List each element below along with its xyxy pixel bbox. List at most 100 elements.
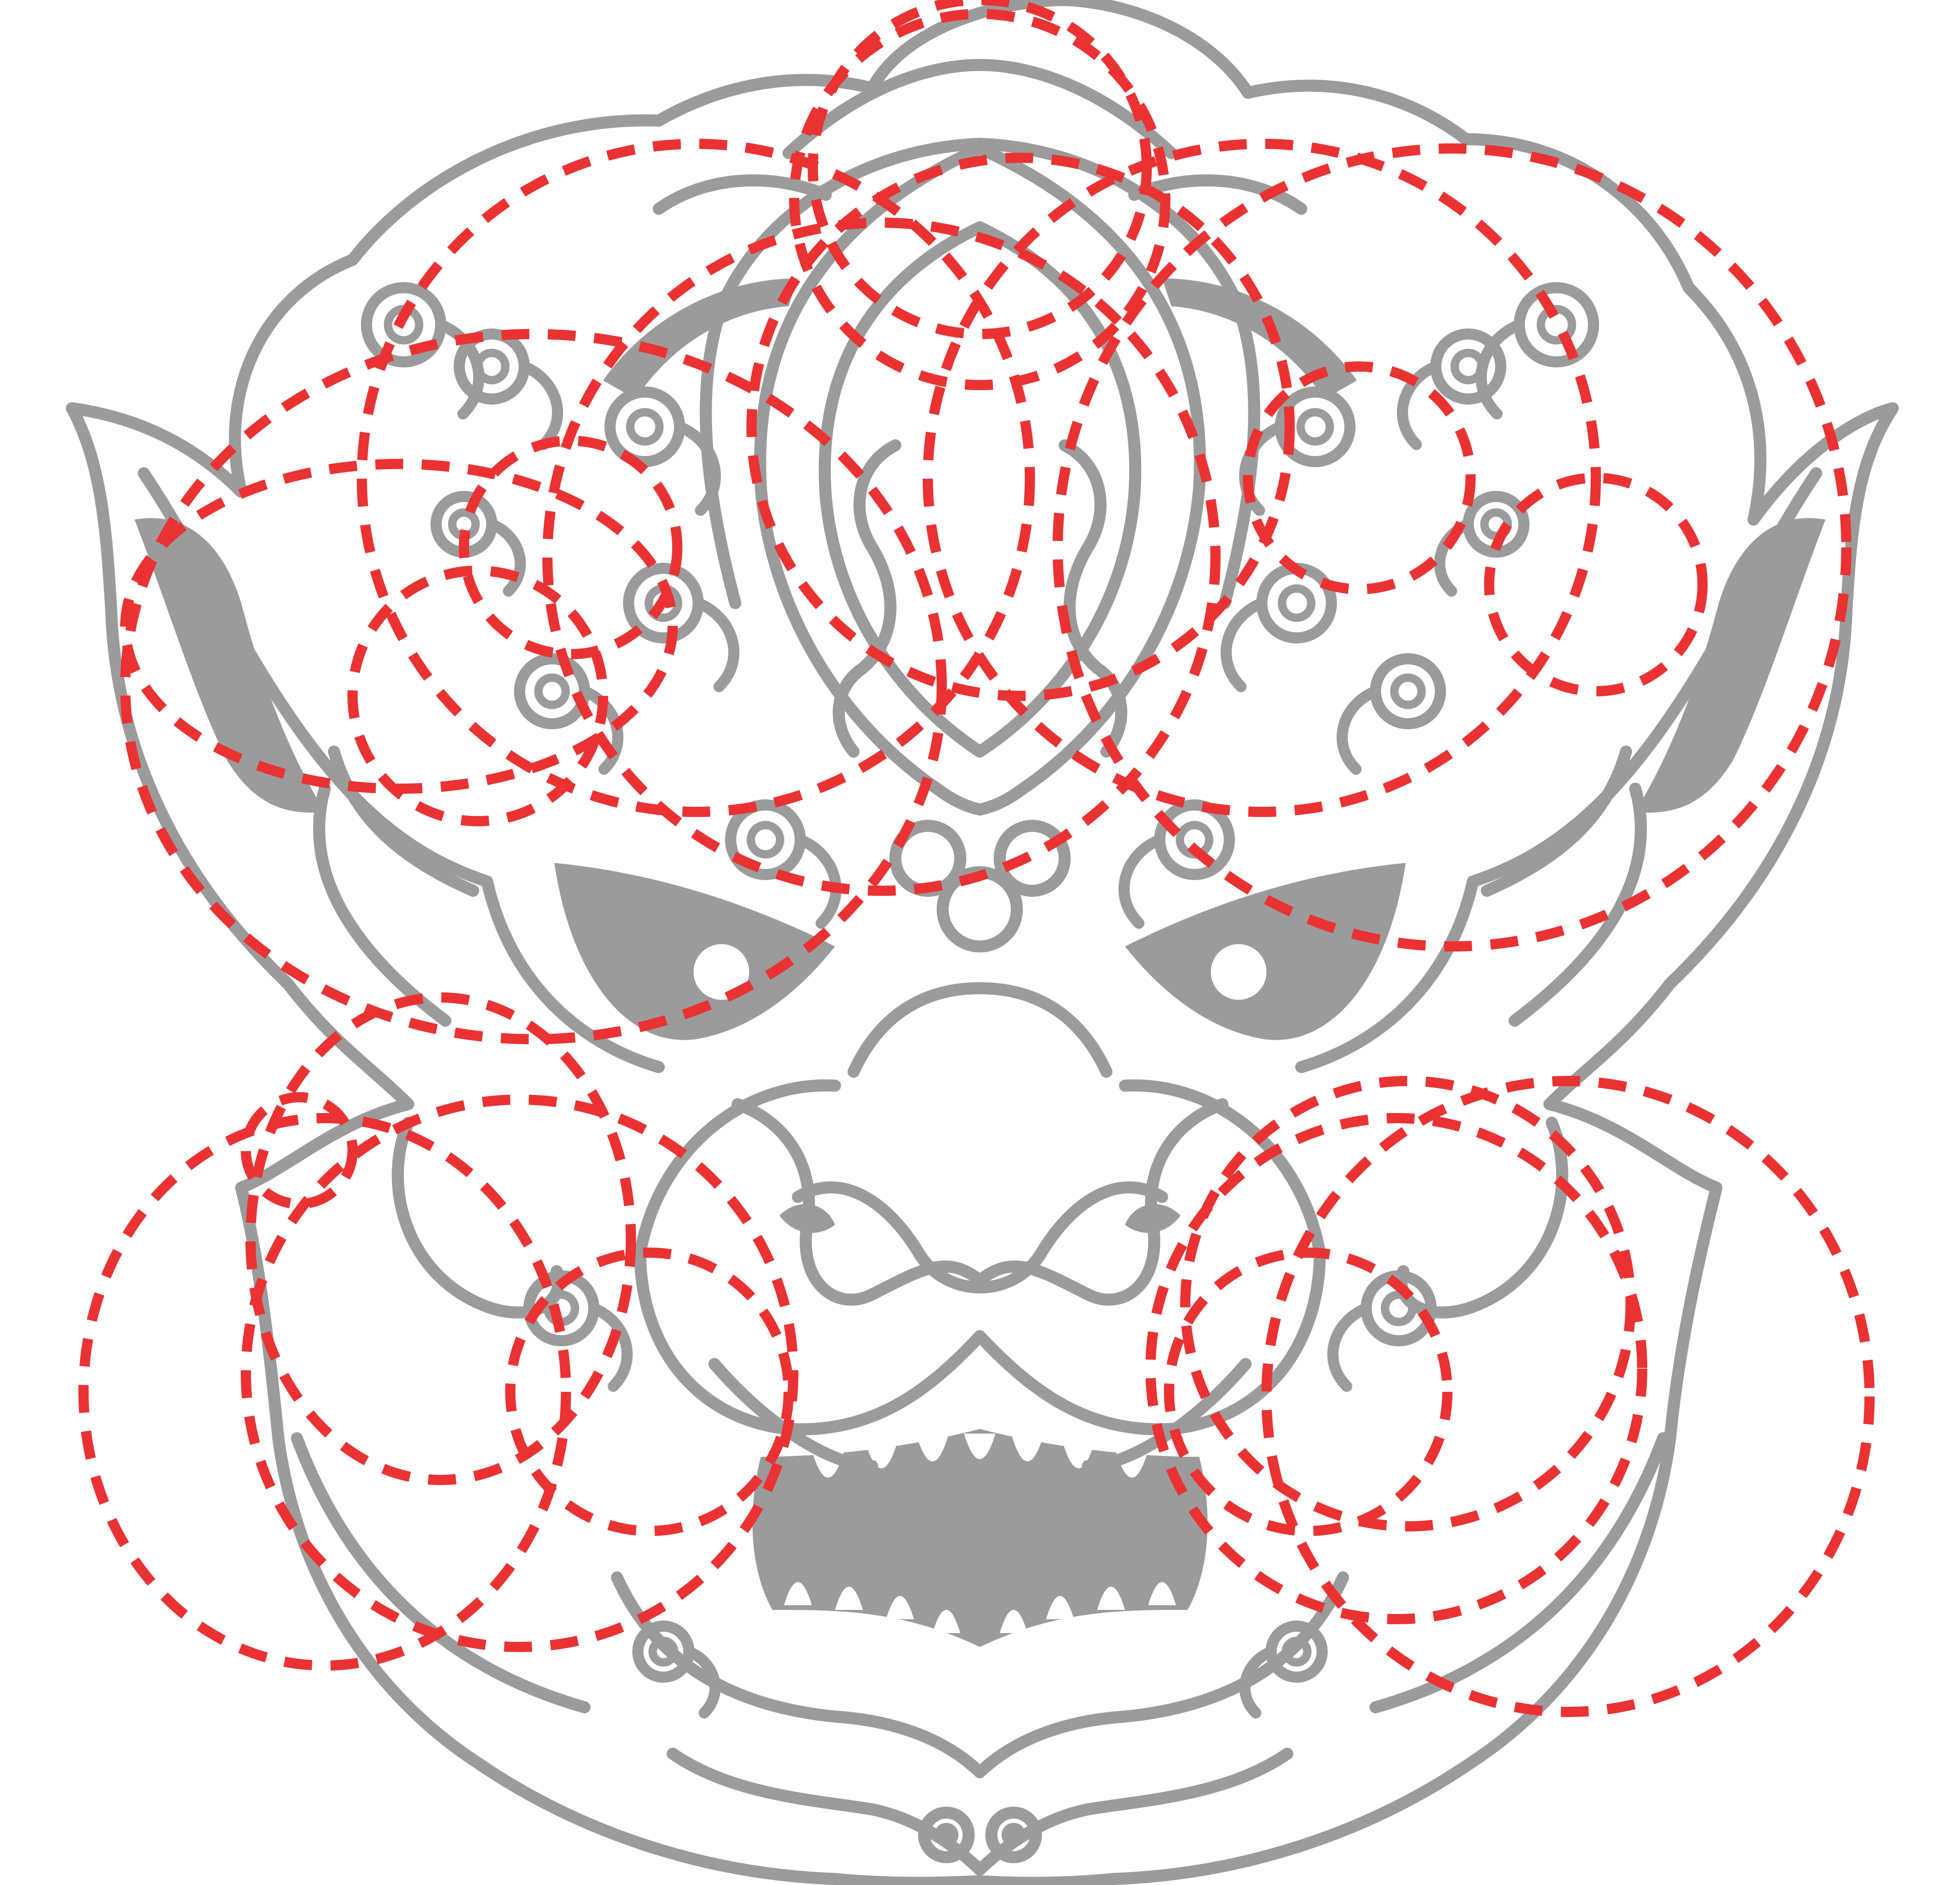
- whisker-left-2: [328, 746, 479, 897]
- spiral-ring: [514, 653, 590, 729]
- upper-lip: [634, 1247, 1326, 1435]
- spiral-ring: [1370, 653, 1446, 729]
- tooth: [1012, 1436, 1043, 1461]
- spiral-ring: [454, 328, 530, 405]
- jaw-side-left: [291, 1432, 591, 1713]
- guide-circle: [241, 1094, 798, 1652]
- guide-circle: [245, 992, 636, 1485]
- forehead-inner: [818, 221, 1142, 758]
- spiral-tail: [1397, 361, 1441, 450]
- spiral-core: [746, 821, 784, 859]
- spiral-tail: [519, 361, 563, 450]
- guide-circle: [1484, 473, 1708, 696]
- spiral-core: [1450, 348, 1486, 385]
- tooth: [784, 1582, 812, 1605]
- chin-ring-left: [918, 1807, 975, 1863]
- lower-jaw: [611, 1571, 1349, 1778]
- crest-middle-left: [700, 296, 741, 609]
- spiral-tail: [795, 834, 842, 929]
- tooth: [1148, 1582, 1176, 1605]
- forehead-outer: [754, 142, 1206, 816]
- tooth: [1000, 1610, 1028, 1633]
- guide-circle: [746, 153, 1295, 701]
- tooth: [835, 1587, 863, 1610]
- crest-arc-left: [603, 278, 798, 399]
- guide-circle: [78, 1113, 571, 1671]
- whisker-left-1: [313, 783, 451, 1027]
- nostril-left: [779, 1204, 835, 1233]
- guide-circle: [923, 139, 1601, 817]
- nose-top: [848, 982, 1112, 1078]
- spiral-tail: [486, 519, 526, 597]
- guide-circle: [347, 566, 608, 826]
- horn-right: [1059, 439, 1127, 758]
- guide-circle: [120, 329, 947, 1044]
- guide-circle: [505, 1248, 794, 1536]
- eye-pupil-right: [1211, 944, 1266, 1000]
- nose-bridge: [732, 1098, 1228, 1306]
- spiral-ring: [1256, 563, 1337, 643]
- spiral-core: [1296, 408, 1334, 446]
- spiral-core: [626, 408, 664, 446]
- spiral-core: [1390, 673, 1426, 709]
- horn-left: [833, 439, 901, 758]
- mask-artwork: [66, 0, 1899, 1885]
- side-panel-left: [135, 518, 325, 813]
- lower-cheek-left: [392, 1117, 565, 1319]
- chin-dot-left: [934, 1823, 958, 1847]
- spiral-tail: [1337, 686, 1381, 775]
- guide-circle: [459, 436, 682, 659]
- nostril-line: [792, 1181, 1168, 1293]
- spiral-core: [1278, 584, 1316, 622]
- spiral-tail: [588, 1303, 633, 1392]
- spiral-tail: [1221, 598, 1267, 692]
- teeth: [708, 1358, 1252, 1633]
- brow-bead-right: [994, 820, 1071, 897]
- guide-circle: [1164, 1248, 1452, 1536]
- guide-circle: [789, 9, 1170, 390]
- chin-ring-right: [985, 1807, 1042, 1863]
- spiral-ring: [604, 386, 685, 467]
- dashed-guide-circles: [78, 0, 1875, 1717]
- eye-pupil-left: [694, 944, 749, 1000]
- crest-middle: [718, 138, 1260, 609]
- tooth: [1046, 1596, 1074, 1619]
- eye-left: [554, 863, 835, 1040]
- guide-circle: [1261, 1076, 1875, 1717]
- mouth: [752, 1429, 1208, 1647]
- guide-circle: [357, 139, 1035, 817]
- tooth: [1097, 1587, 1125, 1610]
- guide-circle: [1145, 1113, 1647, 1624]
- jaw-side-right: [1369, 1432, 1669, 1713]
- fang: [708, 1358, 878, 1472]
- crown-ridge-left: [653, 174, 832, 215]
- spiral-tail: [1327, 1303, 1372, 1392]
- nostril-right: [1125, 1204, 1181, 1233]
- spiral-ring: [1430, 328, 1506, 405]
- guide-circle: [542, 218, 1221, 896]
- side-panel-right: [1635, 518, 1825, 813]
- crest-arc-right: [1162, 278, 1357, 399]
- chin-outer: [667, 1748, 1293, 1876]
- spiral-core: [534, 673, 570, 709]
- crest-outer: [783, 59, 1177, 159]
- spiral-tail: [1118, 834, 1165, 929]
- tooth: [932, 1610, 960, 1633]
- chin-dot-right: [1002, 1823, 1026, 1847]
- eye-right: [1125, 863, 1406, 1040]
- spiral-core: [474, 348, 510, 385]
- guide-circle: [1243, 361, 1476, 594]
- whisker-right-1: [1509, 783, 1647, 1027]
- spiral-core: [1536, 305, 1576, 345]
- spiral-tail: [693, 598, 739, 692]
- guide-circle: [1053, 143, 1851, 952]
- spiral-ring: [1154, 799, 1235, 880]
- tooth: [917, 1436, 948, 1461]
- tooth: [886, 1596, 914, 1619]
- muzzle-outline: [634, 1079, 1326, 1259]
- tooth: [964, 1434, 996, 1459]
- spiral-tail: [674, 421, 721, 516]
- whisker-right-2: [1481, 746, 1632, 897]
